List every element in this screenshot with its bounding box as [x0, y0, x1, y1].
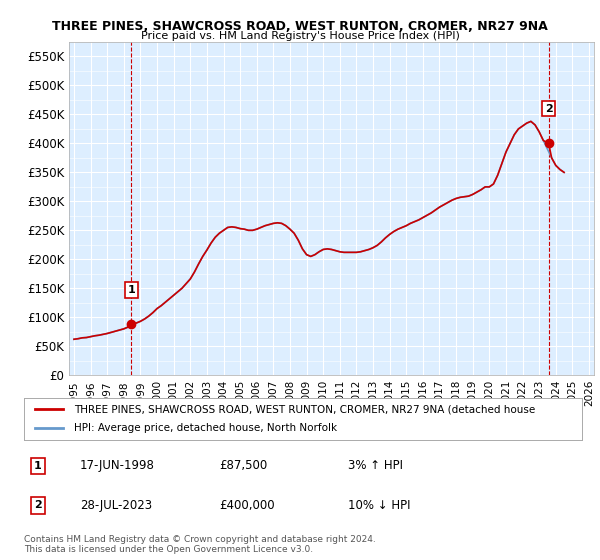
Text: 10% ↓ HPI: 10% ↓ HPI [347, 499, 410, 512]
Text: £87,500: £87,500 [220, 459, 268, 473]
Text: 1: 1 [34, 461, 42, 471]
Text: 2: 2 [34, 501, 42, 510]
Text: HPI: Average price, detached house, North Norfolk: HPI: Average price, detached house, Nort… [74, 423, 337, 433]
Text: THREE PINES, SHAWCROSS ROAD, WEST RUNTON, CROMER, NR27 9NA (detached house: THREE PINES, SHAWCROSS ROAD, WEST RUNTON… [74, 404, 535, 414]
Text: Contains HM Land Registry data © Crown copyright and database right 2024.
This d: Contains HM Land Registry data © Crown c… [24, 535, 376, 554]
Text: 28-JUL-2023: 28-JUL-2023 [80, 499, 152, 512]
Text: 2: 2 [545, 104, 553, 114]
Text: £400,000: £400,000 [220, 499, 275, 512]
Text: Price paid vs. HM Land Registry's House Price Index (HPI): Price paid vs. HM Land Registry's House … [140, 31, 460, 41]
Text: 17-JUN-1998: 17-JUN-1998 [80, 459, 155, 473]
Text: 1: 1 [128, 284, 136, 295]
Text: 3% ↑ HPI: 3% ↑ HPI [347, 459, 403, 473]
Text: THREE PINES, SHAWCROSS ROAD, WEST RUNTON, CROMER, NR27 9NA: THREE PINES, SHAWCROSS ROAD, WEST RUNTON… [52, 20, 548, 32]
